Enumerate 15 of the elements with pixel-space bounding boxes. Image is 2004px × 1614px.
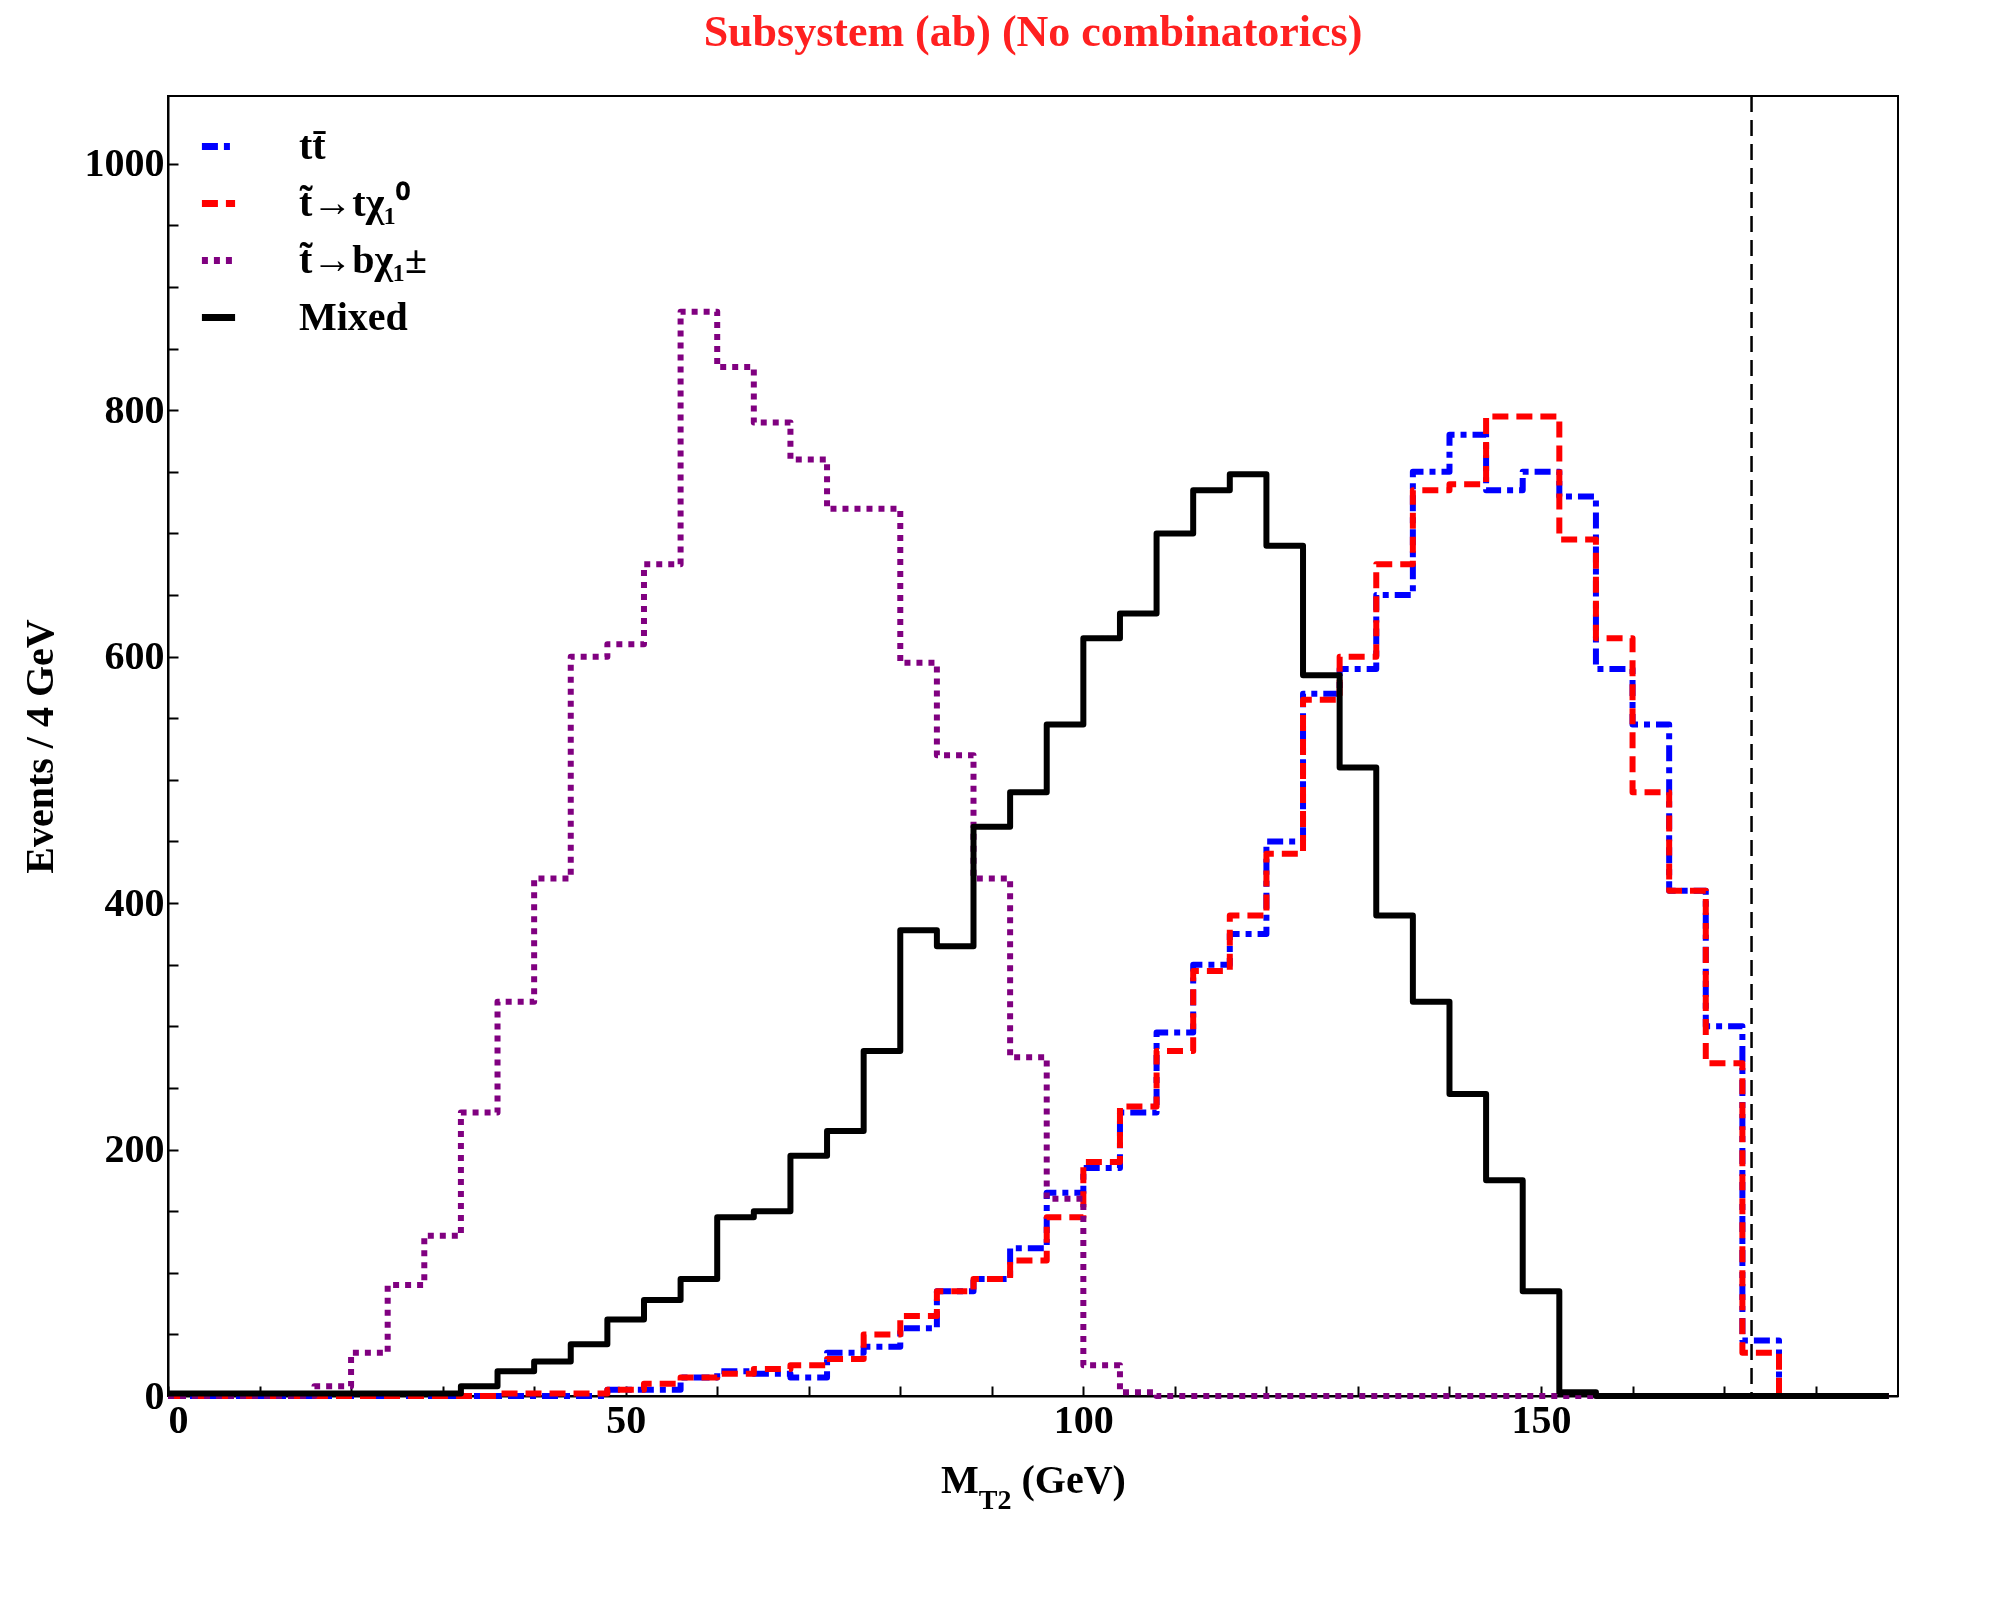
- legend-label: tt̄: [299, 122, 327, 168]
- y-tick-label: 800: [104, 386, 165, 432]
- x-tick-label: 100: [1053, 1396, 1114, 1442]
- x-axis-title: M$_{T2}$ (GeV): [941, 1456, 1126, 1514]
- y-tick-label: 200: [104, 1126, 165, 1172]
- legend-label: t̃→bχ₁±: [299, 236, 427, 282]
- legend-label: Mixed: [299, 293, 408, 339]
- y-axis-title: Events / 4 GeV: [16, 619, 62, 874]
- y-tick-label: 1000: [84, 140, 165, 186]
- y-tick-label: 600: [104, 633, 165, 679]
- x-tick-label: 150: [1511, 1396, 1572, 1442]
- y-tick-label: 400: [104, 879, 165, 925]
- chart-title: Subsystem (ab) (No combinatorics): [703, 6, 1363, 56]
- legend-label: t̃→tχ₁⁰: [299, 179, 411, 225]
- x-tick-label: 50: [606, 1396, 647, 1442]
